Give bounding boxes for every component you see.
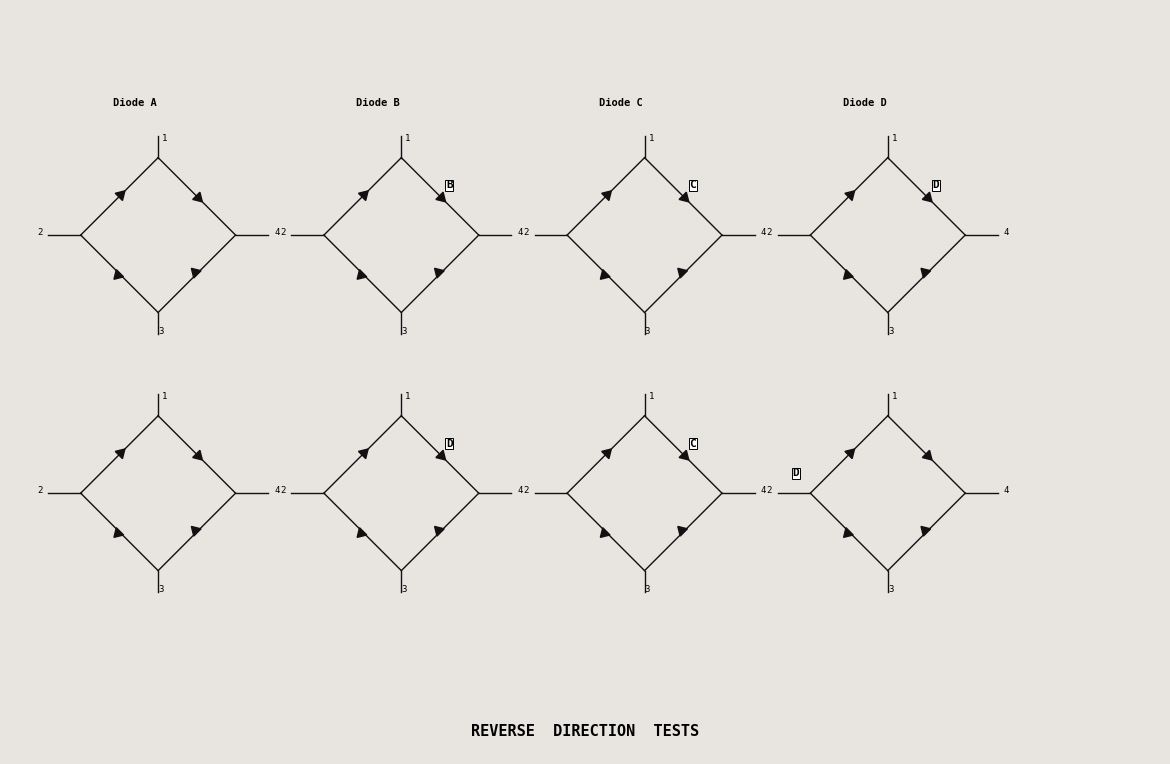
Text: 2: 2 [36, 486, 42, 495]
Text: 1: 1 [892, 392, 897, 401]
Text: D: D [792, 468, 799, 478]
Text: 4: 4 [1004, 228, 1009, 237]
Polygon shape [357, 270, 366, 280]
Polygon shape [193, 450, 202, 460]
Text: 4: 4 [274, 486, 280, 495]
Text: 1: 1 [405, 134, 411, 143]
Polygon shape [116, 191, 125, 200]
Text: 4: 4 [517, 486, 523, 495]
Text: 1: 1 [648, 134, 654, 143]
Polygon shape [677, 526, 688, 536]
Polygon shape [922, 450, 932, 460]
Polygon shape [844, 528, 853, 537]
Polygon shape [113, 528, 124, 537]
Polygon shape [844, 270, 853, 280]
Text: C: C [689, 180, 696, 190]
Polygon shape [116, 449, 125, 458]
Polygon shape [436, 193, 446, 202]
Text: 1: 1 [163, 134, 167, 143]
Text: Diode B: Diode B [356, 98, 400, 108]
Text: 2: 2 [523, 228, 529, 237]
Polygon shape [679, 193, 689, 202]
Text: 4: 4 [1004, 486, 1009, 495]
Text: 4: 4 [760, 228, 766, 237]
Text: 2: 2 [36, 228, 42, 237]
Polygon shape [358, 191, 369, 200]
Polygon shape [434, 268, 445, 278]
Text: 1: 1 [405, 392, 411, 401]
Polygon shape [192, 268, 201, 278]
Text: 2: 2 [280, 486, 285, 495]
Text: D: D [446, 439, 453, 448]
Polygon shape [921, 526, 930, 536]
Polygon shape [845, 191, 854, 200]
Polygon shape [113, 270, 124, 280]
Text: 3: 3 [401, 585, 407, 594]
Polygon shape [921, 268, 930, 278]
Polygon shape [357, 528, 366, 537]
Text: 4: 4 [274, 228, 280, 237]
Text: 4: 4 [760, 486, 766, 495]
Text: Diode D: Diode D [842, 98, 887, 108]
Text: 3: 3 [888, 327, 894, 336]
Polygon shape [434, 526, 445, 536]
Polygon shape [192, 526, 201, 536]
Text: D: D [932, 180, 940, 190]
Text: 2: 2 [523, 486, 529, 495]
Polygon shape [679, 450, 689, 460]
Polygon shape [600, 528, 610, 537]
Text: 3: 3 [645, 585, 651, 594]
Polygon shape [436, 450, 446, 460]
Text: Diode C: Diode C [599, 98, 644, 108]
Polygon shape [601, 191, 611, 200]
Text: Diode A: Diode A [113, 98, 157, 108]
Text: 3: 3 [888, 585, 894, 594]
Polygon shape [677, 268, 688, 278]
Polygon shape [922, 193, 932, 202]
Text: 3: 3 [401, 327, 407, 336]
Text: 1: 1 [163, 392, 167, 401]
Text: 2: 2 [280, 228, 285, 237]
Text: 2: 2 [766, 486, 772, 495]
Text: 3: 3 [645, 327, 651, 336]
Text: B: B [446, 180, 453, 190]
Text: 1: 1 [892, 134, 897, 143]
Text: C: C [689, 439, 696, 448]
Text: 4: 4 [517, 228, 523, 237]
Text: 1: 1 [648, 392, 654, 401]
Polygon shape [845, 449, 854, 458]
Polygon shape [193, 193, 202, 202]
Polygon shape [600, 270, 610, 280]
Polygon shape [601, 449, 611, 458]
Text: 3: 3 [158, 585, 164, 594]
Text: 2: 2 [766, 228, 772, 237]
Polygon shape [358, 449, 369, 458]
Text: REVERSE  DIRECTION  TESTS: REVERSE DIRECTION TESTS [472, 724, 698, 740]
Text: 3: 3 [158, 327, 164, 336]
